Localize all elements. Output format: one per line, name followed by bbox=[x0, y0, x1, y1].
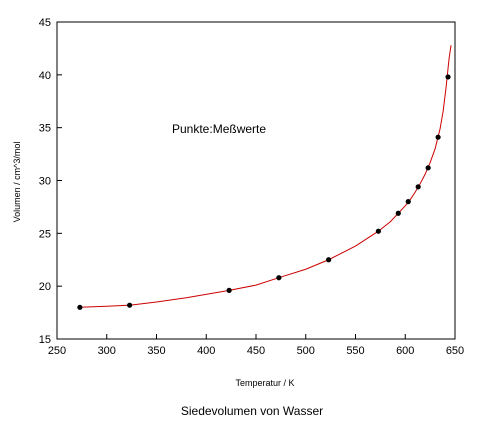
x-axis-label: Temperatur / K bbox=[235, 378, 294, 388]
data-point bbox=[395, 210, 401, 216]
data-point bbox=[276, 275, 282, 281]
x-tick-label: 500 bbox=[297, 345, 315, 357]
y-tick-label: 25 bbox=[39, 228, 51, 240]
data-point bbox=[326, 257, 332, 263]
y-tick-label: 35 bbox=[39, 123, 51, 135]
chart-caption: Siedevolumen von Wasser bbox=[181, 404, 323, 418]
data-point bbox=[226, 287, 232, 293]
x-tick-label: 400 bbox=[197, 345, 215, 357]
data-point bbox=[445, 74, 451, 80]
data-point bbox=[127, 302, 133, 308]
series-layer bbox=[77, 45, 452, 310]
x-tick-label: 550 bbox=[346, 345, 364, 357]
y-tick-label: 30 bbox=[39, 176, 51, 188]
data-point bbox=[405, 199, 411, 205]
x-ticks: 250 300 350 400 450 500 550 600 650 bbox=[48, 334, 464, 357]
data-point bbox=[425, 165, 431, 171]
data-point bbox=[435, 134, 441, 140]
data-point bbox=[375, 228, 381, 234]
x-tick-label: 350 bbox=[147, 345, 165, 357]
x-tick-label: 600 bbox=[396, 345, 414, 357]
data-point bbox=[415, 184, 421, 190]
x-tick-label: 450 bbox=[247, 345, 265, 357]
annotation-text: Punkte:Meßwerte bbox=[172, 122, 266, 136]
fit-line bbox=[79, 45, 452, 308]
y-tick-label: 45 bbox=[39, 17, 51, 29]
data-point bbox=[77, 304, 83, 310]
y-tick-label: 15 bbox=[39, 334, 51, 346]
x-tick-label: 650 bbox=[446, 345, 464, 357]
y-tick-label: 20 bbox=[39, 281, 51, 293]
x-tick-label: 250 bbox=[48, 345, 66, 357]
plot-frame bbox=[56, 21, 456, 340]
y-tick-label: 40 bbox=[39, 70, 51, 82]
y-ticks: 15 20 25 30 35 40 45 bbox=[39, 17, 62, 346]
x-tick-label: 300 bbox=[98, 345, 116, 357]
y-axis-label: Volumen / cm^3/mol bbox=[12, 142, 22, 223]
